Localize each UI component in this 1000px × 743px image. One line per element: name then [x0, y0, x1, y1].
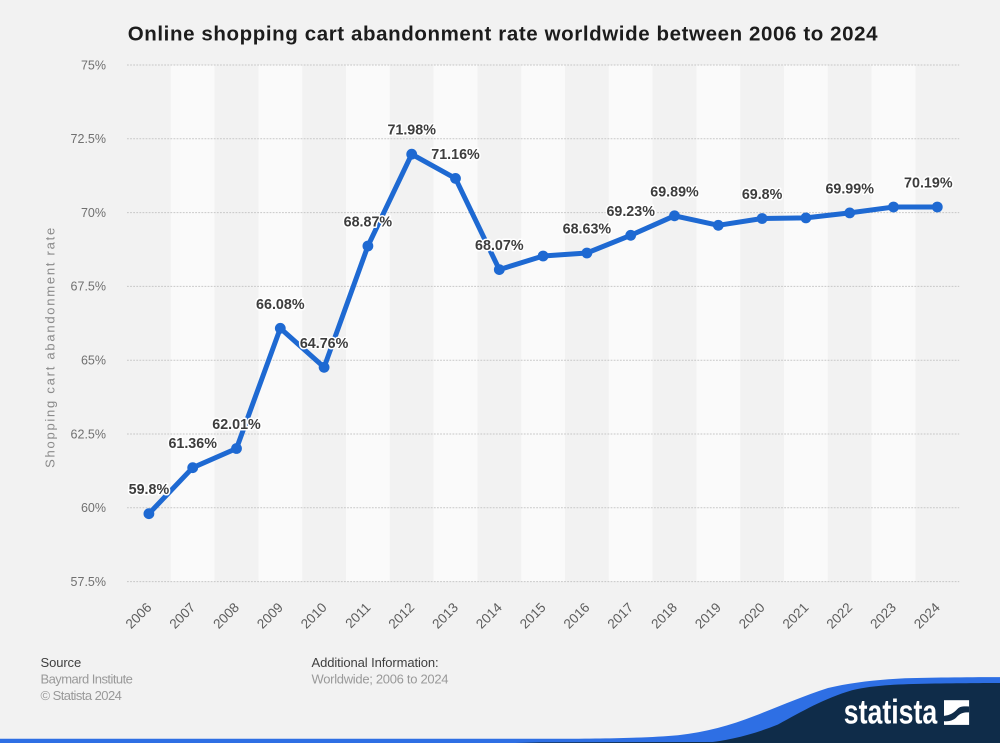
svg-text:statista: statista	[844, 693, 938, 731]
svg-text:72.5%: 72.5%	[71, 132, 106, 146]
svg-text:75%: 75%	[81, 58, 106, 72]
svg-text:69.23%: 69.23%	[606, 204, 655, 220]
svg-text:70%: 70%	[81, 206, 106, 220]
svg-text:68.87%: 68.87%	[344, 215, 393, 231]
svg-text:65%: 65%	[81, 354, 106, 368]
svg-text:69.89%: 69.89%	[650, 184, 699, 200]
svg-text:Additional Information:: Additional Information:	[312, 655, 439, 670]
svg-text:Shopping cart abandonment rate: Shopping cart abandonment rate	[43, 226, 58, 468]
svg-text:Worldwide; 2006 to 2024: Worldwide; 2006 to 2024	[312, 672, 449, 687]
svg-text:59.8%: 59.8%	[129, 482, 170, 498]
svg-text:70.19%: 70.19%	[904, 176, 953, 192]
svg-text:69.99%: 69.99%	[825, 181, 874, 197]
svg-text:© Statista 2024: © Statista 2024	[41, 688, 122, 703]
svg-text:64.76%: 64.76%	[300, 336, 349, 352]
svg-text:61.36%: 61.36%	[168, 436, 217, 452]
svg-text:Baymard Institute: Baymard Institute	[41, 672, 133, 687]
svg-text:71.16%: 71.16%	[431, 147, 480, 163]
svg-text:Online shopping cart abandonme: Online shopping cart abandonment rate wo…	[128, 22, 878, 45]
svg-text:67.5%: 67.5%	[71, 280, 106, 294]
svg-text:62.01%: 62.01%	[212, 417, 261, 433]
svg-text:71.98%: 71.98%	[387, 123, 436, 139]
svg-text:68.63%: 68.63%	[563, 222, 612, 238]
svg-text:66.08%: 66.08%	[256, 297, 305, 313]
svg-text:62.5%: 62.5%	[71, 427, 106, 441]
svg-text:57.5%: 57.5%	[71, 575, 106, 589]
svg-text:60%: 60%	[81, 501, 106, 515]
svg-text:Source: Source	[41, 655, 82, 670]
svg-text:68.07%: 68.07%	[475, 238, 524, 254]
svg-text:69.8%: 69.8%	[742, 187, 783, 203]
